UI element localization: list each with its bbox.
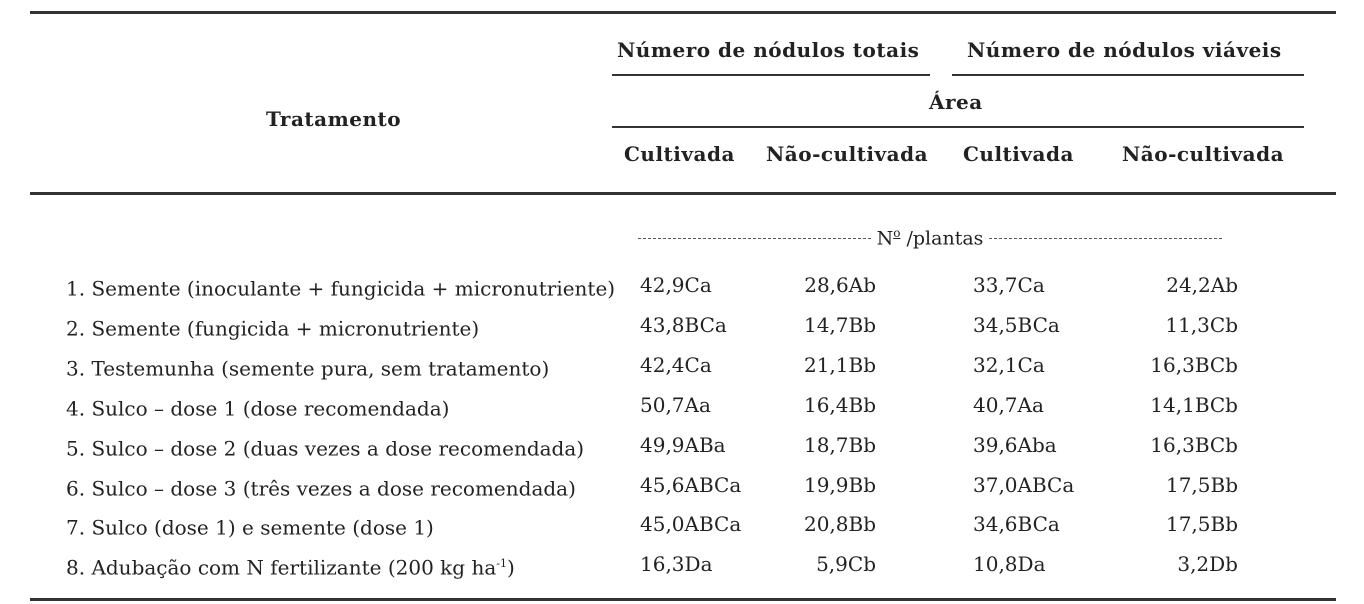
header-col-3: Cultivada <box>963 142 1074 166</box>
cell-viaveis-nao-cultivada: 11,3Cb <box>1165 313 1238 337</box>
header-col-2: Não-cultivada <box>766 142 929 166</box>
cell-viaveis-nao-cultivada: 3,2Db <box>1177 552 1238 576</box>
cell-viaveis-cultivada: 37,0ABCa <box>973 473 1075 497</box>
row-label: 8. Adubação com N fertilizante (200 kg h… <box>66 555 515 580</box>
cell-viaveis-cultivada: 33,7Ca <box>973 273 1045 297</box>
header-area: Área <box>929 90 983 114</box>
units-label: No /plantas <box>876 226 984 250</box>
header-group-viaveis: Número de nódulos viáveis <box>967 38 1282 62</box>
top-rule <box>30 11 1336 14</box>
cell-totais-nao-cultivada: 20,8Bb <box>803 512 876 536</box>
cell-viaveis-nao-cultivada: 17,5Bb <box>1165 473 1238 497</box>
cell-viaveis-nao-cultivada: 16,3BCb <box>1150 353 1238 377</box>
cell-totais-cultivada: 45,6ABCa <box>640 473 742 497</box>
row-label: 4. Sulco – dose 1 (dose recomendada) <box>66 396 450 421</box>
cell-totais-cultivada: 42,9Ca <box>640 273 712 297</box>
row-label: 6. Sulco – dose 3 (três vezes a dose rec… <box>66 476 576 501</box>
row-label: 7. Sulco (dose 1) e semente (dose 1) <box>66 515 434 540</box>
group2-underline <box>952 74 1304 76</box>
cell-viaveis-cultivada: 32,1Ca <box>973 353 1045 377</box>
units-dash-right <box>989 237 1223 239</box>
cell-viaveis-nao-cultivada: 17,5Bb <box>1165 512 1238 536</box>
cell-viaveis-nao-cultivada: 24,2Ab <box>1166 273 1238 297</box>
group1-underline <box>612 74 930 76</box>
cell-viaveis-cultivada: 40,7Aa <box>973 393 1044 417</box>
cell-totais-cultivada: 49,9ABa <box>640 433 726 457</box>
cell-totais-nao-cultivada: 5,9Cb <box>816 552 876 576</box>
cell-totais-cultivada: 43,8BCa <box>640 313 727 337</box>
cell-totais-cultivada: 45,0ABCa <box>640 512 742 536</box>
cell-totais-cultivada: 16,3Da <box>640 552 713 576</box>
header-bottom-rule <box>30 192 1336 195</box>
cell-totais-nao-cultivada: 28,6Ab <box>804 273 876 297</box>
cell-totais-nao-cultivada: 14,7Bb <box>803 313 876 337</box>
cell-viaveis-cultivada: 34,5BCa <box>973 313 1060 337</box>
area-underline <box>612 126 1304 128</box>
header-tratamento: Tratamento <box>266 107 402 131</box>
cell-viaveis-cultivada: 34,6BCa <box>973 512 1060 536</box>
cell-totais-cultivada: 42,4Ca <box>640 353 712 377</box>
row-label: 5. Sulco – dose 2 (duas vezes a dose rec… <box>66 436 585 461</box>
row-label: 1. Semente (inoculante + fungicida + mic… <box>66 276 616 301</box>
bottom-rule <box>30 598 1336 601</box>
cell-viaveis-cultivada: 10,8Da <box>973 552 1046 576</box>
header-group-totais: Número de nódulos totais <box>617 38 920 62</box>
cell-totais-cultivada: 50,7Aa <box>640 393 711 417</box>
cell-totais-nao-cultivada: 16,4Bb <box>803 393 876 417</box>
cell-totais-nao-cultivada: 21,1Bb <box>803 353 876 377</box>
header-col-1: Cultivada <box>624 142 735 166</box>
cell-viaveis-nao-cultivada: 14,1BCb <box>1150 393 1238 417</box>
cell-viaveis-cultivada: 39,6Aba <box>973 433 1057 457</box>
cell-totais-nao-cultivada: 18,7Bb <box>803 433 876 457</box>
row-label: 3. Testemunha (semente pura, sem tratame… <box>66 356 550 381</box>
cell-viaveis-nao-cultivada: 16,3BCb <box>1150 433 1238 457</box>
cell-totais-nao-cultivada: 19,9Bb <box>803 473 876 497</box>
row-label: 2. Semente (fungicida + micronutriente) <box>66 316 480 341</box>
units-row: No /plantas <box>638 226 1223 250</box>
units-dash-left <box>638 237 871 239</box>
header-col-4: Não-cultivada <box>1122 142 1285 166</box>
